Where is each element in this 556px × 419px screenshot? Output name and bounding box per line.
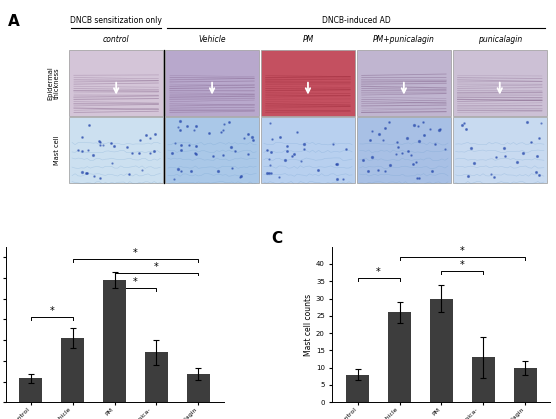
Text: Mast cell: Mast cell — [54, 135, 60, 165]
Bar — [388, 313, 411, 402]
Bar — [453, 50, 547, 116]
Bar — [103, 280, 126, 402]
Text: DNCB-induced AD: DNCB-induced AD — [321, 16, 390, 25]
Bar — [61, 338, 84, 402]
Bar — [70, 117, 163, 183]
Bar — [514, 368, 537, 402]
Text: *: * — [154, 262, 159, 272]
Text: DNCB sensitization only: DNCB sensitization only — [70, 16, 162, 25]
Bar — [19, 378, 42, 402]
Text: *: * — [460, 260, 465, 270]
Text: punicalagin: punicalagin — [478, 35, 522, 44]
Bar — [70, 50, 163, 116]
Bar — [261, 117, 355, 183]
Bar — [472, 357, 495, 402]
Bar — [165, 117, 259, 183]
Text: A: A — [8, 14, 20, 29]
Bar — [165, 50, 259, 116]
Bar — [357, 50, 451, 116]
Text: *: * — [133, 248, 138, 259]
Text: *: * — [133, 277, 138, 287]
Text: Epidermal
thickness: Epidermal thickness — [47, 66, 60, 100]
Bar — [346, 375, 369, 402]
Bar — [430, 299, 453, 402]
Bar — [357, 117, 451, 183]
Text: *: * — [376, 267, 381, 277]
Bar — [187, 374, 210, 402]
Y-axis label: Mast cell counts: Mast cell counts — [304, 293, 313, 356]
Text: *: * — [49, 306, 54, 316]
Text: control: control — [103, 35, 130, 44]
Bar — [453, 117, 547, 183]
Text: Vehicle: Vehicle — [198, 35, 226, 44]
Bar — [261, 50, 355, 116]
Text: PM+punicalagin: PM+punicalagin — [373, 35, 435, 44]
Text: PM: PM — [302, 35, 314, 44]
Text: *: * — [460, 246, 465, 256]
Text: C: C — [271, 231, 282, 246]
Bar — [145, 352, 168, 402]
